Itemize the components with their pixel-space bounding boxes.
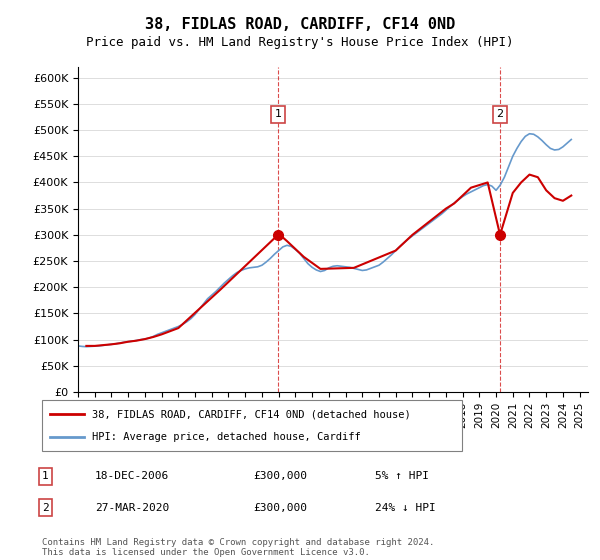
Text: Contains HM Land Registry data © Crown copyright and database right 2024.
This d: Contains HM Land Registry data © Crown c…: [42, 538, 434, 557]
Text: 24% ↓ HPI: 24% ↓ HPI: [374, 503, 436, 513]
Text: 38, FIDLAS ROAD, CARDIFF, CF14 0ND: 38, FIDLAS ROAD, CARDIFF, CF14 0ND: [145, 17, 455, 32]
Text: HPI: Average price, detached house, Cardiff: HPI: Average price, detached house, Card…: [92, 432, 361, 442]
Text: 2: 2: [42, 503, 49, 513]
Text: Price paid vs. HM Land Registry's House Price Index (HPI): Price paid vs. HM Land Registry's House …: [86, 36, 514, 49]
Text: £300,000: £300,000: [253, 472, 307, 482]
Text: 27-MAR-2020: 27-MAR-2020: [95, 503, 169, 513]
Text: 5% ↑ HPI: 5% ↑ HPI: [374, 472, 428, 482]
FancyBboxPatch shape: [42, 400, 462, 451]
Text: 1: 1: [42, 472, 49, 482]
Text: 18-DEC-2006: 18-DEC-2006: [95, 472, 169, 482]
Text: £300,000: £300,000: [253, 503, 307, 513]
Text: 2: 2: [496, 109, 503, 119]
Text: 1: 1: [274, 109, 281, 119]
Text: 38, FIDLAS ROAD, CARDIFF, CF14 0ND (detached house): 38, FIDLAS ROAD, CARDIFF, CF14 0ND (deta…: [92, 409, 411, 419]
